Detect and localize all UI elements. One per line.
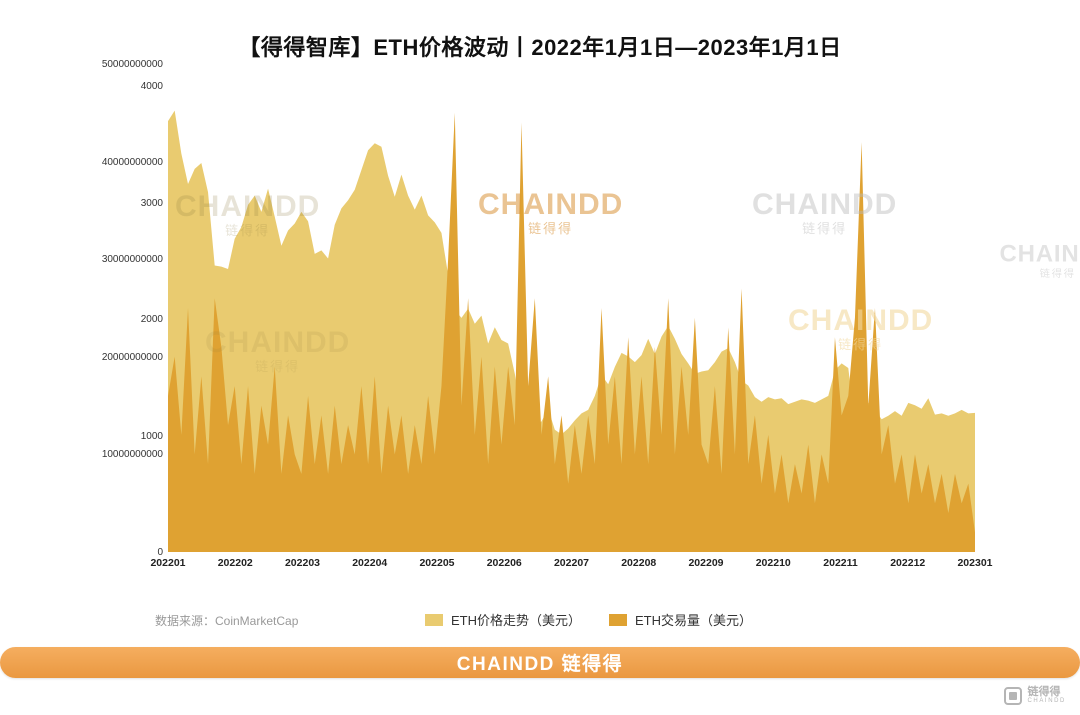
x-axis-tick: 202204 <box>352 557 388 569</box>
legend-item-price: ETH价格走势（美元） <box>425 610 581 629</box>
x-axis-tick: 202301 <box>957 557 993 569</box>
y-axis-volume-tick: 20000000000 <box>101 351 163 363</box>
price-area-series <box>168 110 975 552</box>
y-axis-volume-tick: 30000000000 <box>101 254 163 266</box>
chart-canvas <box>168 110 975 552</box>
chart-title: 【得得智库】ETH价格波动丨2022年1月1日—2023年1月1日 <box>238 35 842 60</box>
corner-brand-en: CHAINDD <box>1027 698 1066 704</box>
x-axis-tick: 202208 <box>621 557 657 569</box>
y-axis-volume-tick: 10000000000 <box>101 449 163 461</box>
eth-area-chart <box>168 64 975 552</box>
brand-banner: CHAINDD 链得得 <box>0 647 1080 678</box>
chart-legend: ETH价格走势（美元） ETH交易量（美元） <box>425 610 752 629</box>
y-axis-volume-tick: 50000000000 <box>101 59 163 70</box>
legend-label-price: ETH价格走势（美元） <box>451 613 582 628</box>
x-axis-tick: 202210 <box>755 557 791 569</box>
x-axis-tick: 202202 <box>217 557 253 569</box>
volume-series-swatch <box>609 613 628 626</box>
x-axis-tick: 202209 <box>688 557 724 569</box>
x-axis-tick: 202205 <box>419 557 455 569</box>
legend-label-volume: ETH交易量（美元） <box>635 613 753 628</box>
x-axis-tick: 202212 <box>890 557 926 569</box>
y-axis-price-tick: 4000 <box>140 81 163 93</box>
y-axis-volume-tick: 40000000000 <box>101 156 163 168</box>
volume-area-series <box>168 112 975 552</box>
corner-brand-cn: 链得得 <box>1027 686 1061 698</box>
legend-item-volume: ETH交易量（美元） <box>609 610 752 629</box>
chaindd-logo-icon <box>1004 687 1023 705</box>
x-axis-tick: 202211 <box>823 557 858 569</box>
x-axis-tick: 202203 <box>284 557 321 569</box>
x-axis-tick: 202207 <box>553 557 590 569</box>
data-source-label: 数据来源：CoinMarketCap <box>155 614 299 628</box>
brand-banner-logo: CHAINDD 链得得 <box>456 654 624 675</box>
x-axis-tick: 202201 <box>150 557 186 569</box>
y-axis-price-tick: 3000 <box>140 197 163 209</box>
x-axis-tick: 202206 <box>486 557 522 569</box>
y-axis-zero-tick: 0 <box>157 547 163 558</box>
price-series-swatch <box>425 613 443 626</box>
corner-brand-text: 链得得 CHAINDD <box>1027 687 1066 705</box>
y-axis-price-tick: 2000 <box>140 314 163 326</box>
corner-brand-logo: 链得得 CHAINDD <box>1004 687 1066 705</box>
y-axis-price-tick: 1000 <box>140 430 163 442</box>
